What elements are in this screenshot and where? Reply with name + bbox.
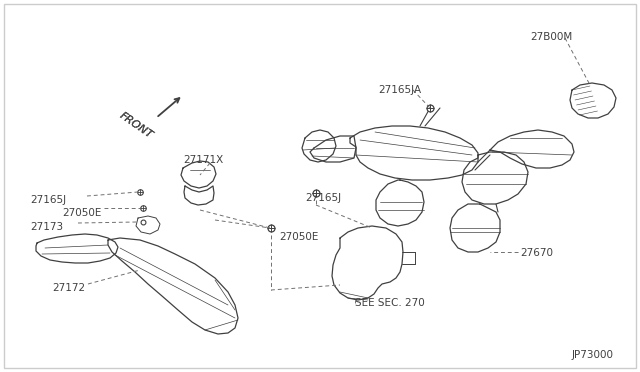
Text: JP73000: JP73000 bbox=[572, 350, 614, 360]
Text: 27165JA: 27165JA bbox=[378, 85, 421, 95]
Text: 27050E: 27050E bbox=[279, 232, 318, 242]
Text: FRONT: FRONT bbox=[118, 110, 155, 140]
Text: 27171X: 27171X bbox=[183, 155, 223, 165]
Text: 27172: 27172 bbox=[52, 283, 85, 293]
Text: FRONT: FRONT bbox=[118, 110, 155, 140]
Text: 27165J: 27165J bbox=[30, 195, 66, 205]
Text: 27173: 27173 bbox=[30, 222, 63, 232]
Text: SEE SEC. 270: SEE SEC. 270 bbox=[355, 298, 425, 308]
Text: 27165J: 27165J bbox=[305, 193, 341, 203]
Text: 27670: 27670 bbox=[520, 248, 553, 258]
Text: 27050E: 27050E bbox=[62, 208, 101, 218]
Text: 27B00M: 27B00M bbox=[530, 32, 572, 42]
